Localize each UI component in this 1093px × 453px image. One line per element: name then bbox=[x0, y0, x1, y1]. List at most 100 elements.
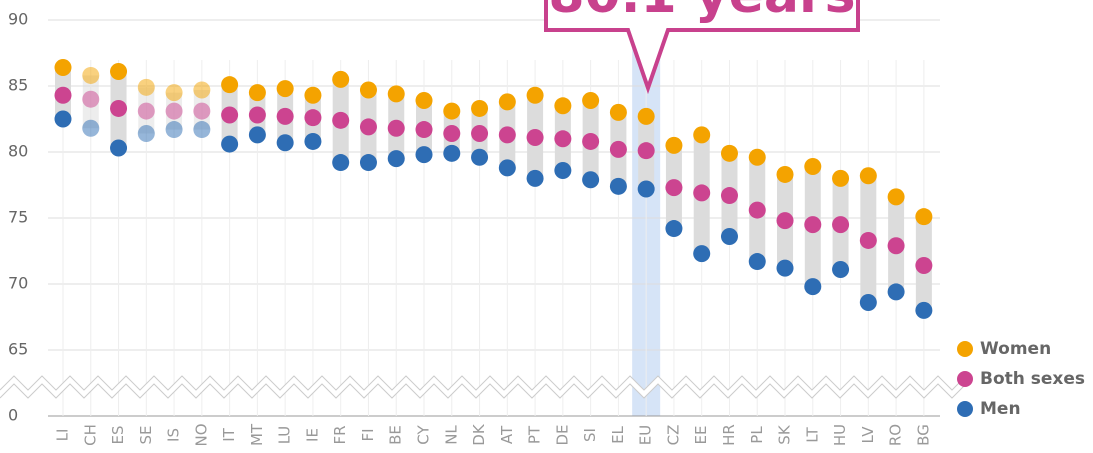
dot bbox=[137, 78, 155, 96]
x-tick-label: PT bbox=[526, 425, 544, 444]
dot bbox=[471, 148, 489, 166]
dot bbox=[443, 102, 461, 120]
dot bbox=[859, 167, 877, 185]
x-tick-label: LV bbox=[859, 426, 877, 444]
axis-break-line bbox=[0, 375, 967, 391]
x-tick-label: CH bbox=[81, 424, 99, 446]
x-tick-label: EU bbox=[637, 425, 655, 445]
dot bbox=[804, 278, 822, 296]
dot bbox=[832, 169, 850, 187]
dot bbox=[137, 125, 155, 143]
x-tick-label: EL bbox=[609, 425, 627, 443]
dot bbox=[332, 154, 350, 172]
x-tick-label: DE bbox=[553, 424, 571, 445]
legend-label: Women bbox=[980, 339, 1051, 359]
dot bbox=[526, 169, 544, 187]
dot bbox=[554, 161, 572, 179]
dot bbox=[554, 97, 572, 115]
x-tick-label: SK bbox=[776, 424, 794, 445]
x-tick-label: AT bbox=[498, 425, 516, 444]
dot bbox=[915, 257, 933, 275]
x-tick-label: SE bbox=[137, 426, 155, 445]
background-layer: 0 65 70 75 80 85 90 LI CH ES SE IS NO IT MT LU IE FR FI BE C… bbox=[0, 10, 1085, 447]
legend-label: Men bbox=[980, 399, 1021, 419]
dot bbox=[193, 102, 211, 120]
dot bbox=[637, 180, 655, 198]
dot bbox=[582, 171, 600, 189]
dot bbox=[859, 293, 877, 311]
callout-text: 80.1 years bbox=[548, 0, 855, 25]
dot bbox=[415, 146, 433, 164]
x-tick-label: BE bbox=[387, 425, 405, 445]
x-tick-label: NO bbox=[192, 423, 210, 446]
dot bbox=[137, 102, 155, 120]
dot bbox=[415, 92, 433, 110]
y-tick-label: 80 bbox=[8, 142, 28, 161]
dot bbox=[193, 121, 211, 139]
dot bbox=[748, 148, 766, 166]
x-tick-label: LU bbox=[276, 426, 294, 445]
dot bbox=[443, 125, 461, 143]
dot bbox=[665, 136, 683, 154]
axis-break-line bbox=[0, 383, 967, 399]
dot bbox=[110, 62, 128, 80]
x-tick-label: LT bbox=[803, 426, 821, 442]
dot bbox=[165, 84, 183, 102]
dot bbox=[720, 227, 738, 245]
x-tick-label: FI bbox=[359, 428, 377, 441]
dot bbox=[582, 132, 600, 150]
dot bbox=[859, 231, 877, 249]
dot bbox=[248, 106, 266, 124]
dot bbox=[693, 184, 711, 202]
dot bbox=[276, 80, 294, 98]
y-tick-label: 85 bbox=[8, 76, 28, 95]
y-tick-label: 70 bbox=[8, 274, 28, 293]
dot bbox=[359, 81, 377, 99]
dot bbox=[359, 118, 377, 136]
x-tick-label: ES bbox=[109, 426, 127, 445]
dot bbox=[582, 92, 600, 110]
y-tick-label: 75 bbox=[8, 208, 28, 227]
dot bbox=[193, 81, 211, 99]
dot bbox=[54, 110, 72, 128]
dot bbox=[693, 126, 711, 144]
dot bbox=[276, 134, 294, 152]
dot bbox=[304, 86, 322, 104]
x-tick-label: FR bbox=[331, 425, 349, 444]
x-tick-label: MT bbox=[248, 423, 266, 446]
x-tick-label: CZ bbox=[664, 425, 682, 446]
dot bbox=[526, 128, 544, 146]
x-tick-label: CY bbox=[415, 424, 433, 444]
x-tick-label: SI bbox=[581, 428, 599, 442]
dot bbox=[776, 165, 794, 183]
x-tick-label: NL bbox=[442, 425, 460, 445]
dot bbox=[498, 159, 516, 177]
y-tick-label: 0 bbox=[8, 406, 18, 425]
x-tick-label: IE bbox=[303, 428, 321, 442]
dot bbox=[415, 121, 433, 139]
dot bbox=[665, 179, 683, 197]
dot bbox=[443, 144, 461, 162]
x-tick-label: IT bbox=[220, 427, 238, 441]
x-tick-label: LI bbox=[54, 429, 72, 442]
dot bbox=[54, 86, 72, 104]
x-tick-label: HU bbox=[831, 424, 849, 446]
x-tick-label: IS bbox=[165, 428, 183, 442]
dot bbox=[720, 144, 738, 162]
dot bbox=[471, 125, 489, 143]
dot bbox=[915, 301, 933, 319]
dot bbox=[221, 135, 239, 153]
x-tick-label: HR bbox=[720, 424, 738, 446]
dot bbox=[915, 208, 933, 226]
dot bbox=[637, 142, 655, 160]
legend-swatch bbox=[957, 401, 973, 417]
dot bbox=[832, 260, 850, 278]
dot bbox=[304, 109, 322, 127]
dot bbox=[609, 103, 627, 121]
dot bbox=[110, 139, 128, 157]
x-tick-label: DK bbox=[470, 423, 488, 446]
legend-swatch bbox=[957, 371, 973, 387]
dot bbox=[248, 84, 266, 102]
dot bbox=[82, 90, 100, 108]
